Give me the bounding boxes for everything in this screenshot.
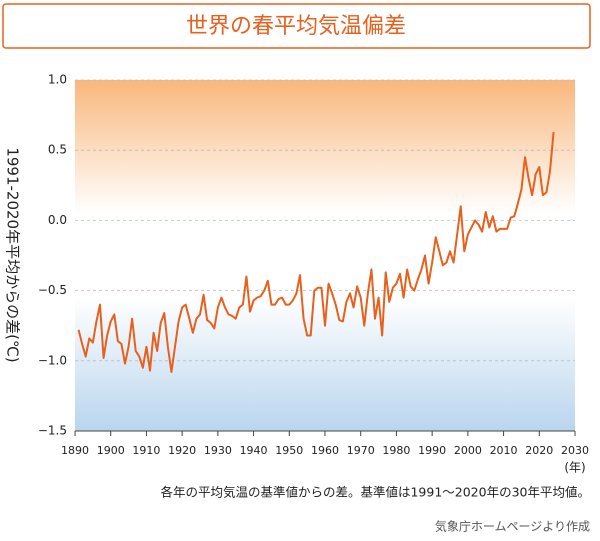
chart-title: 世界の春平均気温偏差 — [186, 14, 406, 39]
y-tick-label: −1.0 — [38, 353, 67, 367]
note: 各年の平均気温の基準値からの差。基準値は1991〜2020年の30年平均値。 — [160, 485, 590, 500]
x-tick-label: 1950 — [275, 444, 303, 457]
x-tick-label: 1930 — [204, 444, 232, 457]
x-tick-label: 1890 — [61, 444, 89, 457]
y-tick-label: 1.0 — [48, 73, 67, 87]
title-box — [2, 3, 591, 49]
x-tick-label: 1990 — [418, 444, 446, 457]
y-tick-label: 0.0 — [48, 213, 67, 227]
x-tick-label: 2020 — [525, 444, 553, 457]
plot-background — [75, 80, 575, 431]
x-tick-label: 2000 — [454, 444, 482, 457]
x-tick-label: 1900 — [97, 444, 125, 457]
x-tick-label: 1970 — [347, 444, 375, 457]
x-tick-label: 1920 — [168, 444, 196, 457]
y-tick-label: 0.5 — [48, 143, 67, 157]
x-tick-label: 1910 — [132, 444, 160, 457]
y-tick-label: −0.5 — [38, 283, 67, 297]
y-axis-label: 1991-2020年平均からの差(℃) — [4, 147, 22, 362]
y-tick-label: −1.5 — [38, 424, 67, 438]
x-axis-label: (年) — [564, 461, 585, 475]
x-tick-label: 2030 — [561, 444, 589, 457]
x-tick-label: 1980 — [382, 444, 410, 457]
data-line — [77, 131, 555, 374]
x-tick-label: 1960 — [311, 444, 339, 457]
x-tick-label: 2010 — [490, 444, 518, 457]
source: 気象庁ホームページより作成 — [435, 519, 590, 534]
x-tick-label: 1940 — [240, 444, 268, 457]
